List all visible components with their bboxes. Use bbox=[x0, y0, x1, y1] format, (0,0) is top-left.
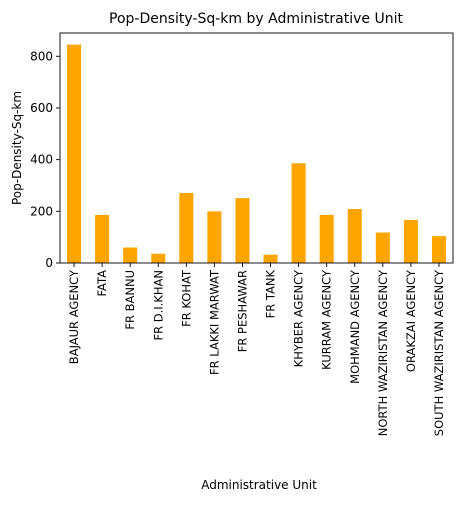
bar bbox=[235, 198, 250, 263]
y-tick-label: 400 bbox=[30, 153, 53, 167]
y-tick-label: 200 bbox=[30, 204, 53, 218]
bars-group bbox=[67, 44, 446, 264]
y-axis-label: Pop-Density-Sq-km bbox=[10, 91, 24, 205]
x-tick-label: ORAKZAI AGENCY bbox=[404, 269, 418, 372]
bar bbox=[263, 254, 278, 263]
bar bbox=[123, 247, 138, 263]
bar bbox=[431, 236, 446, 263]
bar bbox=[403, 219, 418, 263]
x-tick-label: FR LAKKI MARWAT bbox=[207, 269, 221, 375]
x-tick-label: BAJAUR AGENCY bbox=[67, 269, 81, 364]
bar bbox=[179, 192, 194, 263]
x-tick-label: FR BANNU bbox=[123, 270, 137, 330]
bar bbox=[67, 44, 82, 264]
chart-title: Pop-Density-Sq-km by Administrative Unit bbox=[109, 11, 403, 27]
bar bbox=[319, 214, 334, 263]
bar bbox=[347, 208, 362, 263]
x-tick-label: KURRAM AGENCY bbox=[320, 269, 334, 370]
x-tick-label: FR PESHAWAR bbox=[235, 270, 249, 352]
x-tick-label: KHYBER AGENCY bbox=[292, 269, 306, 367]
y-tick-label: 600 bbox=[30, 101, 53, 115]
plot-frame bbox=[59, 32, 454, 264]
y-tick-label: 800 bbox=[30, 49, 53, 63]
x-tick-label: FATA bbox=[95, 270, 109, 297]
bar bbox=[291, 163, 306, 263]
x-tick-label: FR KOHAT bbox=[179, 269, 193, 327]
bar bbox=[207, 211, 222, 263]
y-tick-label: 0 bbox=[45, 256, 53, 270]
x-tick-label: SOUTH WAZIRISTAN AGENCY bbox=[432, 269, 446, 436]
x-axis-label: Administrative Unit bbox=[201, 478, 317, 492]
x-tick-label: FR D.I.KHAN bbox=[151, 270, 165, 340]
bar bbox=[151, 253, 166, 263]
x-axis-ticks: BAJAUR AGENCY FATA FR BANNU FR D.I.KHAN FR K… bbox=[67, 263, 446, 436]
x-tick-label: FR TANK bbox=[264, 270, 278, 319]
bar bbox=[375, 232, 390, 263]
bar bbox=[95, 214, 110, 263]
y-axis-ticks: 0 200 400 600 800 bbox=[30, 49, 60, 270]
x-tick-label: MOHMAND AGENCY bbox=[348, 269, 362, 384]
x-tick-label: NORTH WAZIRISTAN AGENCY bbox=[376, 269, 390, 436]
